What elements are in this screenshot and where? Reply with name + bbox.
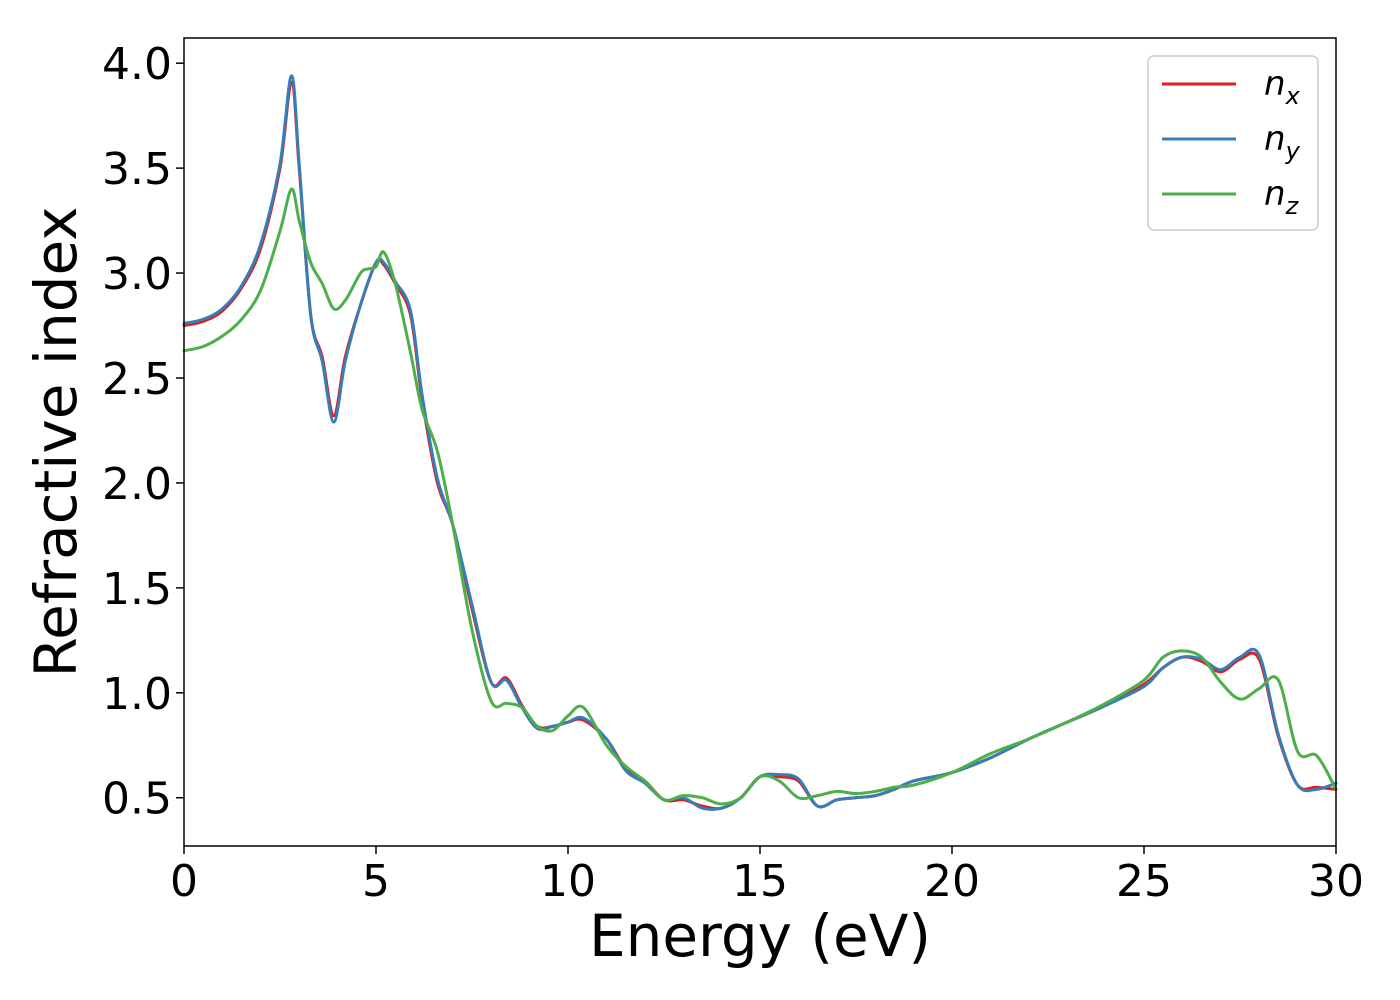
y-tick-label: 4.0 — [102, 39, 172, 90]
y-tick-label: 3.5 — [102, 144, 172, 195]
y-tick-label: 2.5 — [102, 354, 172, 405]
x-tick-label: 0 — [170, 856, 198, 907]
legend-label-nx: nx — [1264, 64, 1301, 110]
legend-label-nz: nz — [1264, 174, 1300, 220]
y-tick-label: 1.0 — [102, 669, 172, 720]
y-tick-label: 1.5 — [102, 564, 172, 615]
y-axis-ticks: 0.5 1.0 1.5 2.0 2.5 3.0 3.5 4.0 — [102, 39, 184, 825]
x-tick-label: 15 — [732, 856, 788, 907]
series-line-nz — [182, 187, 1338, 806]
y-tick-label: 3.0 — [102, 249, 172, 300]
plot-area — [184, 38, 1336, 846]
x-tick-label: 20 — [924, 856, 980, 907]
x-axis-label: Energy (eV) — [589, 902, 931, 970]
series-line-ny — [182, 74, 1338, 812]
x-tick-label: 5 — [362, 856, 390, 907]
x-axis-ticks: 0 5 10 15 20 25 30 — [170, 846, 1364, 907]
series-lines — [182, 74, 1338, 812]
x-tick-label: 25 — [1116, 856, 1172, 907]
y-tick-label: 0.5 — [102, 774, 172, 825]
legend: nx ny nz — [1147, 55, 1319, 231]
x-tick-label: 30 — [1308, 856, 1364, 907]
legend-box — [1147, 55, 1319, 231]
y-tick-label: 2.0 — [102, 459, 172, 510]
x-tick-label: 10 — [540, 856, 596, 907]
legend-items: nx ny nz — [1162, 64, 1301, 220]
legend-label-ny: ny — [1264, 119, 1301, 165]
y-axis-label: Refractive index — [22, 206, 90, 677]
